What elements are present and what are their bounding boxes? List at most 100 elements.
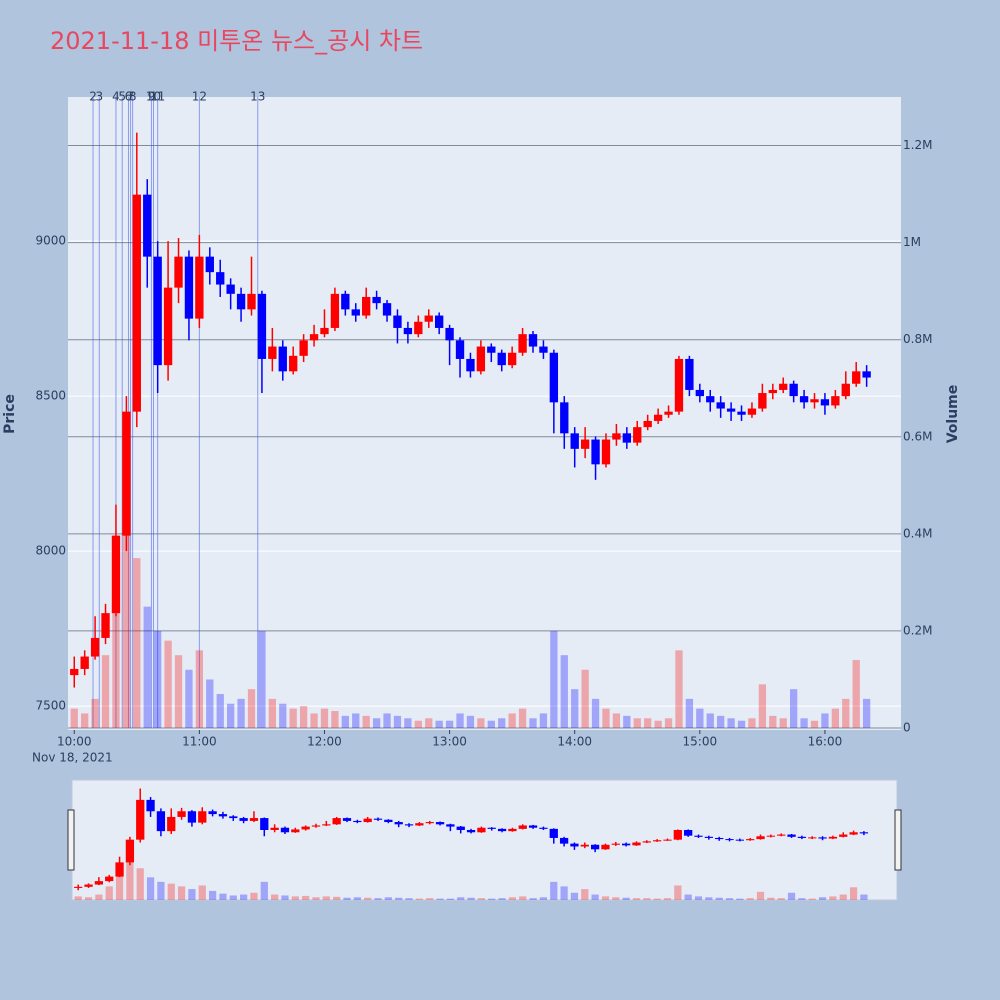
slider-volume-bar: [333, 896, 341, 900]
volume-bar: [237, 698, 245, 728]
slider-candle-body: [487, 827, 496, 829]
slider-candle-body: [208, 811, 217, 815]
volume-bar: [779, 718, 787, 728]
volume-bar: [737, 720, 746, 728]
news-label: 2: [89, 90, 97, 104]
slider-candle-body: [125, 839, 135, 863]
candle-body: [570, 433, 579, 449]
slider-candle-body: [735, 839, 744, 841]
volume-bar: [81, 713, 89, 728]
candle-body: [330, 293, 340, 328]
x-tick-label: 14:00: [557, 735, 592, 749]
slider-candle-body: [590, 844, 600, 850]
slider-candle-body: [94, 881, 104, 885]
slider-handle[interactable]: [894, 809, 902, 871]
candle-body: [320, 327, 329, 335]
candle-body: [163, 287, 173, 366]
volume-bar: [154, 630, 162, 728]
slider-volume-bar: [601, 896, 610, 900]
slider-candle-body: [270, 827, 279, 831]
volume-bar: [393, 715, 402, 728]
slider-volume-bar: [808, 898, 816, 900]
volume-bar: [539, 713, 548, 728]
volume-bar: [70, 708, 78, 728]
x-tick-label: 11:00: [182, 735, 217, 749]
volume-bar: [644, 718, 652, 728]
slider-volume-bar: [436, 898, 444, 900]
slider-candle-body: [198, 811, 207, 823]
slider-volume-bar: [312, 897, 320, 900]
slider-volume-bar: [477, 898, 486, 900]
candle-body: [789, 383, 798, 397]
slider-candle-body: [435, 822, 445, 825]
slider-candle-body: [539, 827, 548, 829]
volume-bar: [362, 715, 370, 728]
candle-body: [799, 396, 809, 403]
slider-candle-body: [808, 837, 817, 839]
volume-bar: [268, 698, 276, 728]
slider-volume-bar: [674, 885, 682, 900]
candle-body: [195, 256, 204, 319]
slider-candle-body: [363, 818, 372, 823]
slider-volume-bar: [167, 883, 175, 900]
volume-bar: [508, 713, 516, 728]
volume-bar: [101, 655, 110, 728]
candle-body: [664, 411, 673, 415]
candle-body: [841, 383, 850, 397]
slider-volume-bar: [663, 898, 672, 900]
slider-candle-body: [528, 825, 538, 828]
slider-volume-bar: [219, 893, 227, 900]
volume-bar: [581, 669, 589, 728]
slider-candle-body: [301, 826, 310, 830]
volume-bar: [664, 718, 673, 728]
slider-volume-bar: [446, 898, 455, 900]
slider-candle-body: [291, 829, 300, 833]
volume-bar: [790, 689, 798, 728]
candle-body: [299, 340, 308, 356]
slider-volume-bar: [467, 897, 475, 900]
slider-candle-body: [280, 827, 290, 833]
slider-candle-body: [777, 834, 786, 836]
candle-body: [528, 334, 538, 347]
slider-volume-bar: [581, 889, 589, 900]
slider-volume-bar: [374, 898, 382, 900]
slider-candle-body: [218, 814, 228, 817]
volume-bar: [518, 708, 527, 728]
x-tick-label: 16:00: [808, 735, 843, 749]
slider-volume-bar: [95, 894, 103, 900]
slider-candle-body: [456, 826, 465, 831]
slider-candle-body: [177, 811, 186, 817]
slider-volume-bar: [694, 896, 703, 900]
volume-bar: [800, 718, 808, 728]
slider-volume-bar: [529, 898, 537, 900]
slider-volume-bar: [705, 897, 713, 900]
slider-volume-bar: [736, 898, 744, 900]
candle-body: [507, 352, 517, 366]
slider-volume-bar: [746, 898, 754, 900]
volume-bar: [372, 718, 381, 728]
candle-body: [685, 358, 694, 390]
volume-bar: [383, 713, 391, 728]
range-slider[interactable]: [71, 779, 898, 901]
slider-volume-bar: [84, 897, 93, 900]
slider-volume-bar: [395, 897, 403, 900]
volume-bar: [310, 713, 318, 728]
y2-tick-label: 0.2M: [903, 623, 932, 637]
volume-bar: [685, 698, 694, 728]
slider-candle-body: [115, 862, 124, 877]
candle-body: [362, 296, 371, 316]
candle-body: [653, 414, 663, 421]
slider-candle-body: [415, 823, 424, 826]
slider-candle-body: [466, 830, 476, 833]
volume-bar: [862, 698, 871, 728]
slider-handle[interactable]: [67, 809, 75, 871]
candle-body: [779, 383, 788, 390]
slider-candle-body: [384, 819, 393, 823]
candle-body: [403, 327, 413, 335]
slider-volume-bar: [405, 898, 413, 900]
volume-bar: [299, 706, 308, 728]
slider-candle-body: [549, 828, 558, 838]
candle-body: [726, 408, 736, 412]
volume-bar: [247, 689, 256, 728]
slider-volume-bar: [570, 892, 579, 900]
